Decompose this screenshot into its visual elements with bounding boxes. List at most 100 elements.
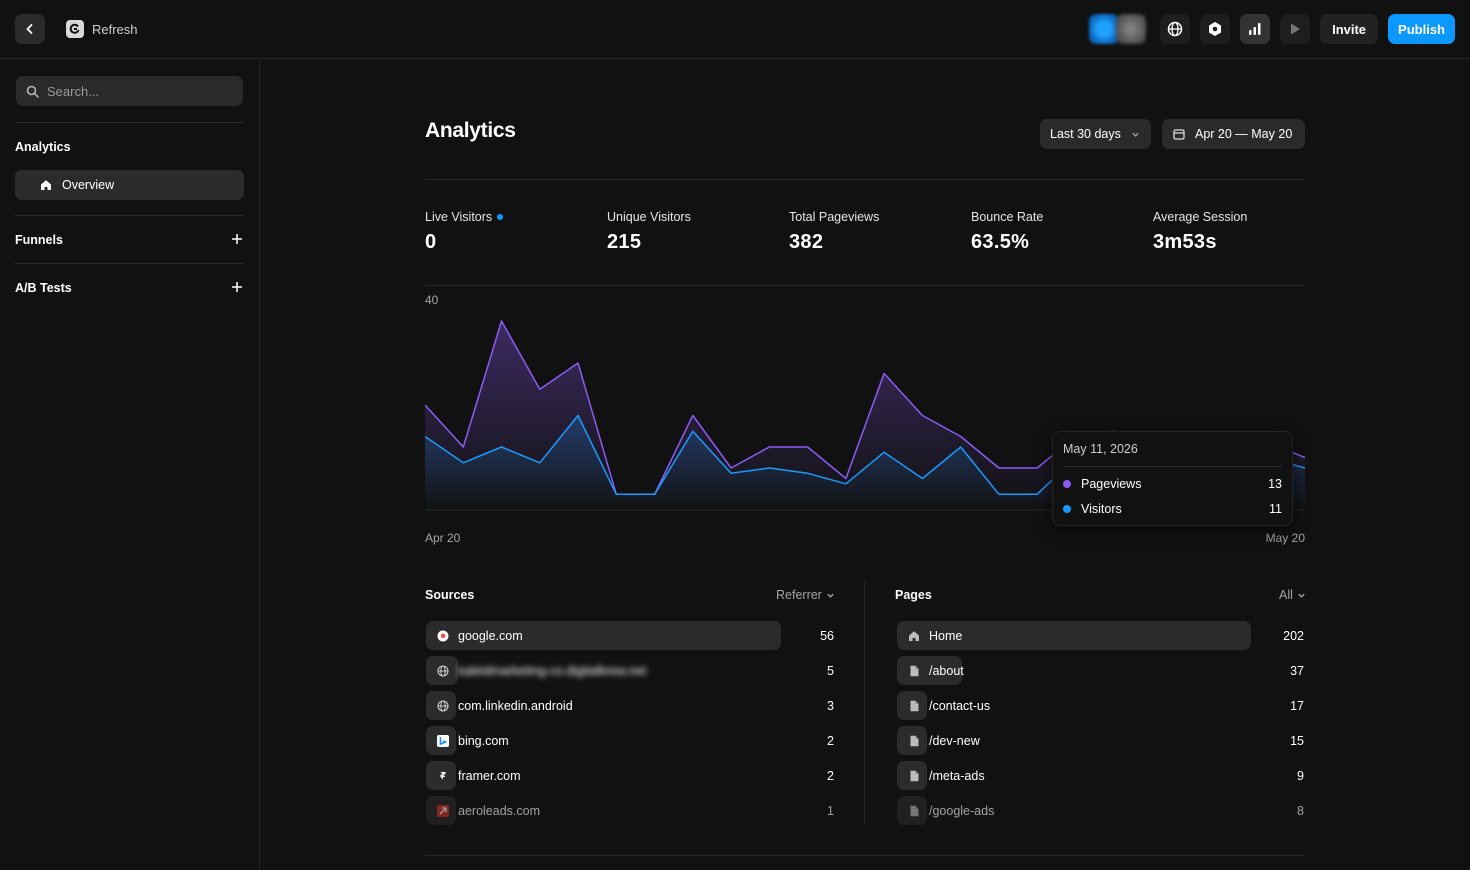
page-row[interactable]: /meta-ads 9 [897, 761, 1304, 790]
search-box[interactable] [16, 76, 243, 106]
source-count: 3 [827, 698, 834, 713]
page-row[interactable]: /google-ads 8 [897, 796, 1304, 825]
calendar-icon [1173, 129, 1185, 140]
publish-button[interactable]: Publish [1388, 14, 1455, 44]
chart-tooltip: May 11, 2026 Pageviews 13 Visitors 11 [1052, 431, 1293, 526]
date-picker-button[interactable]: Apr 20 — May 20 [1162, 119, 1305, 149]
source-count: 1 [827, 803, 834, 818]
source-count: 2 [827, 733, 834, 748]
pages-filter-label: All [1279, 588, 1293, 602]
source-label: com.linkedin.android [458, 698, 573, 713]
source-row[interactable]: framer.com 2 [426, 761, 834, 790]
chevron-down-icon [1298, 593, 1305, 598]
page-row[interactable]: /about 37 [897, 656, 1304, 685]
sidebar-item-label: Overview [62, 178, 115, 192]
sources-filter-dropdown[interactable]: Referrer [776, 588, 835, 602]
divider [15, 215, 244, 216]
google-icon [436, 629, 450, 643]
pages-filter-dropdown[interactable]: All [1279, 588, 1306, 602]
file-icon [907, 699, 921, 713]
page-count: 15 [1290, 733, 1304, 748]
stat-unique-visitors: Unique Visitors 215 [607, 210, 691, 254]
framer-icon [436, 769, 450, 783]
file-icon [907, 664, 921, 678]
tooltip-value: 13 [1268, 477, 1282, 491]
refresh-label: Refresh [92, 21, 138, 37]
aeroleads-icon [436, 804, 450, 818]
stat-live-visitors: Live Visitors 0 [425, 210, 504, 254]
page-label: /dev-new [929, 733, 980, 748]
home-icon [41, 180, 51, 190]
chevron-down-icon [1132, 132, 1139, 137]
divider [425, 285, 1305, 286]
bar-chart-icon [1249, 23, 1261, 35]
avatar[interactable] [1116, 14, 1147, 44]
section-title-funnels[interactable]: Funnels [15, 233, 63, 247]
source-count: 56 [820, 628, 834, 643]
add-ab-test-plus-icon[interactable] [231, 281, 243, 293]
refresh-button[interactable]: Refresh [66, 20, 138, 38]
preview-button[interactable] [1280, 14, 1311, 44]
legend-dot-pageviews [1063, 480, 1071, 488]
source-row[interactable]: kaleidmarketing-co.digitalbrew.net 5 [426, 656, 834, 685]
file-icon [907, 769, 921, 783]
page-count: 8 [1297, 803, 1304, 818]
page-label: /meta-ads [929, 768, 985, 783]
tooltip-value: 11 [1269, 502, 1282, 516]
refresh-app-icon [66, 20, 84, 38]
sidebar-item-overview[interactable]: Overview [15, 170, 244, 200]
y-axis-max-label: 40 [425, 293, 439, 307]
stat-value: 0 [425, 231, 437, 253]
legend-dot-visitors [1063, 505, 1071, 513]
stat-value: 215 [607, 231, 642, 253]
page-row[interactable]: Home 202 [897, 621, 1304, 650]
page-count: 202 [1283, 628, 1304, 643]
stat-bounce-rate: Bounce Rate 63.5% [971, 210, 1043, 254]
collaborator-avatars[interactable] [1089, 14, 1147, 44]
avatar[interactable] [1089, 14, 1120, 44]
page-row[interactable]: /dev-new 15 [897, 726, 1304, 755]
stat-label: Total Pageviews [789, 210, 880, 224]
home-icon [907, 629, 921, 643]
file-icon [907, 734, 921, 748]
page-label: /about [929, 663, 964, 678]
settings-button[interactable] [1200, 14, 1231, 44]
source-row[interactable]: bing.com 2 [426, 726, 834, 755]
tooltip-date: May 11, 2026 [1063, 442, 1138, 456]
page-label: /contact-us [929, 698, 991, 713]
stat-label: Bounce Rate [971, 210, 1044, 224]
source-row[interactable]: aeroleads.com 1 [426, 796, 834, 825]
page-row[interactable]: /contact-us 17 [897, 691, 1304, 720]
add-funnel-plus-icon[interactable] [231, 233, 243, 245]
tooltip-row-visitors: Visitors 11 [1063, 502, 1282, 516]
tooltip-row-pageviews: Pageviews 13 [1063, 477, 1282, 491]
stat-value: 382 [789, 231, 824, 253]
section-title-analytics: Analytics [15, 140, 71, 154]
back-button[interactable] [15, 14, 45, 44]
pages-title: Pages [895, 588, 932, 602]
globe-button[interactable] [1160, 14, 1191, 44]
invite-button[interactable]: Invite [1320, 14, 1379, 44]
sources-filter-label: Referrer [776, 588, 822, 602]
divider [15, 122, 244, 123]
stat-label: Unique Visitors [607, 210, 691, 224]
globe-icon [1167, 21, 1183, 37]
source-bar [426, 621, 781, 650]
date-picker-label: Apr 20 — May 20 [1195, 127, 1293, 141]
search-icon [26, 85, 39, 98]
source-label: google.com [458, 628, 523, 643]
top-bar: Refresh Invite Publish [0, 0, 1470, 59]
source-row[interactable]: google.com 56 [426, 621, 834, 650]
search-input[interactable] [47, 83, 227, 99]
x-axis-start-label: Apr 20 [425, 531, 461, 545]
source-count: 2 [827, 768, 834, 783]
date-range-label: Last 30 days [1050, 127, 1121, 141]
date-range-select[interactable]: Last 30 days [1040, 119, 1151, 149]
section-title-ab-tests[interactable]: A/B Tests [15, 281, 72, 295]
analytics-button[interactable] [1240, 14, 1271, 44]
source-row[interactable]: com.linkedin.android 3 [426, 691, 834, 720]
hexagon-settings-icon [1209, 22, 1222, 36]
page-label: Home [929, 628, 963, 643]
stat-label: Average Session [1153, 210, 1248, 224]
sidebar: Analytics Overview Funnels A/B Tests [0, 60, 260, 870]
